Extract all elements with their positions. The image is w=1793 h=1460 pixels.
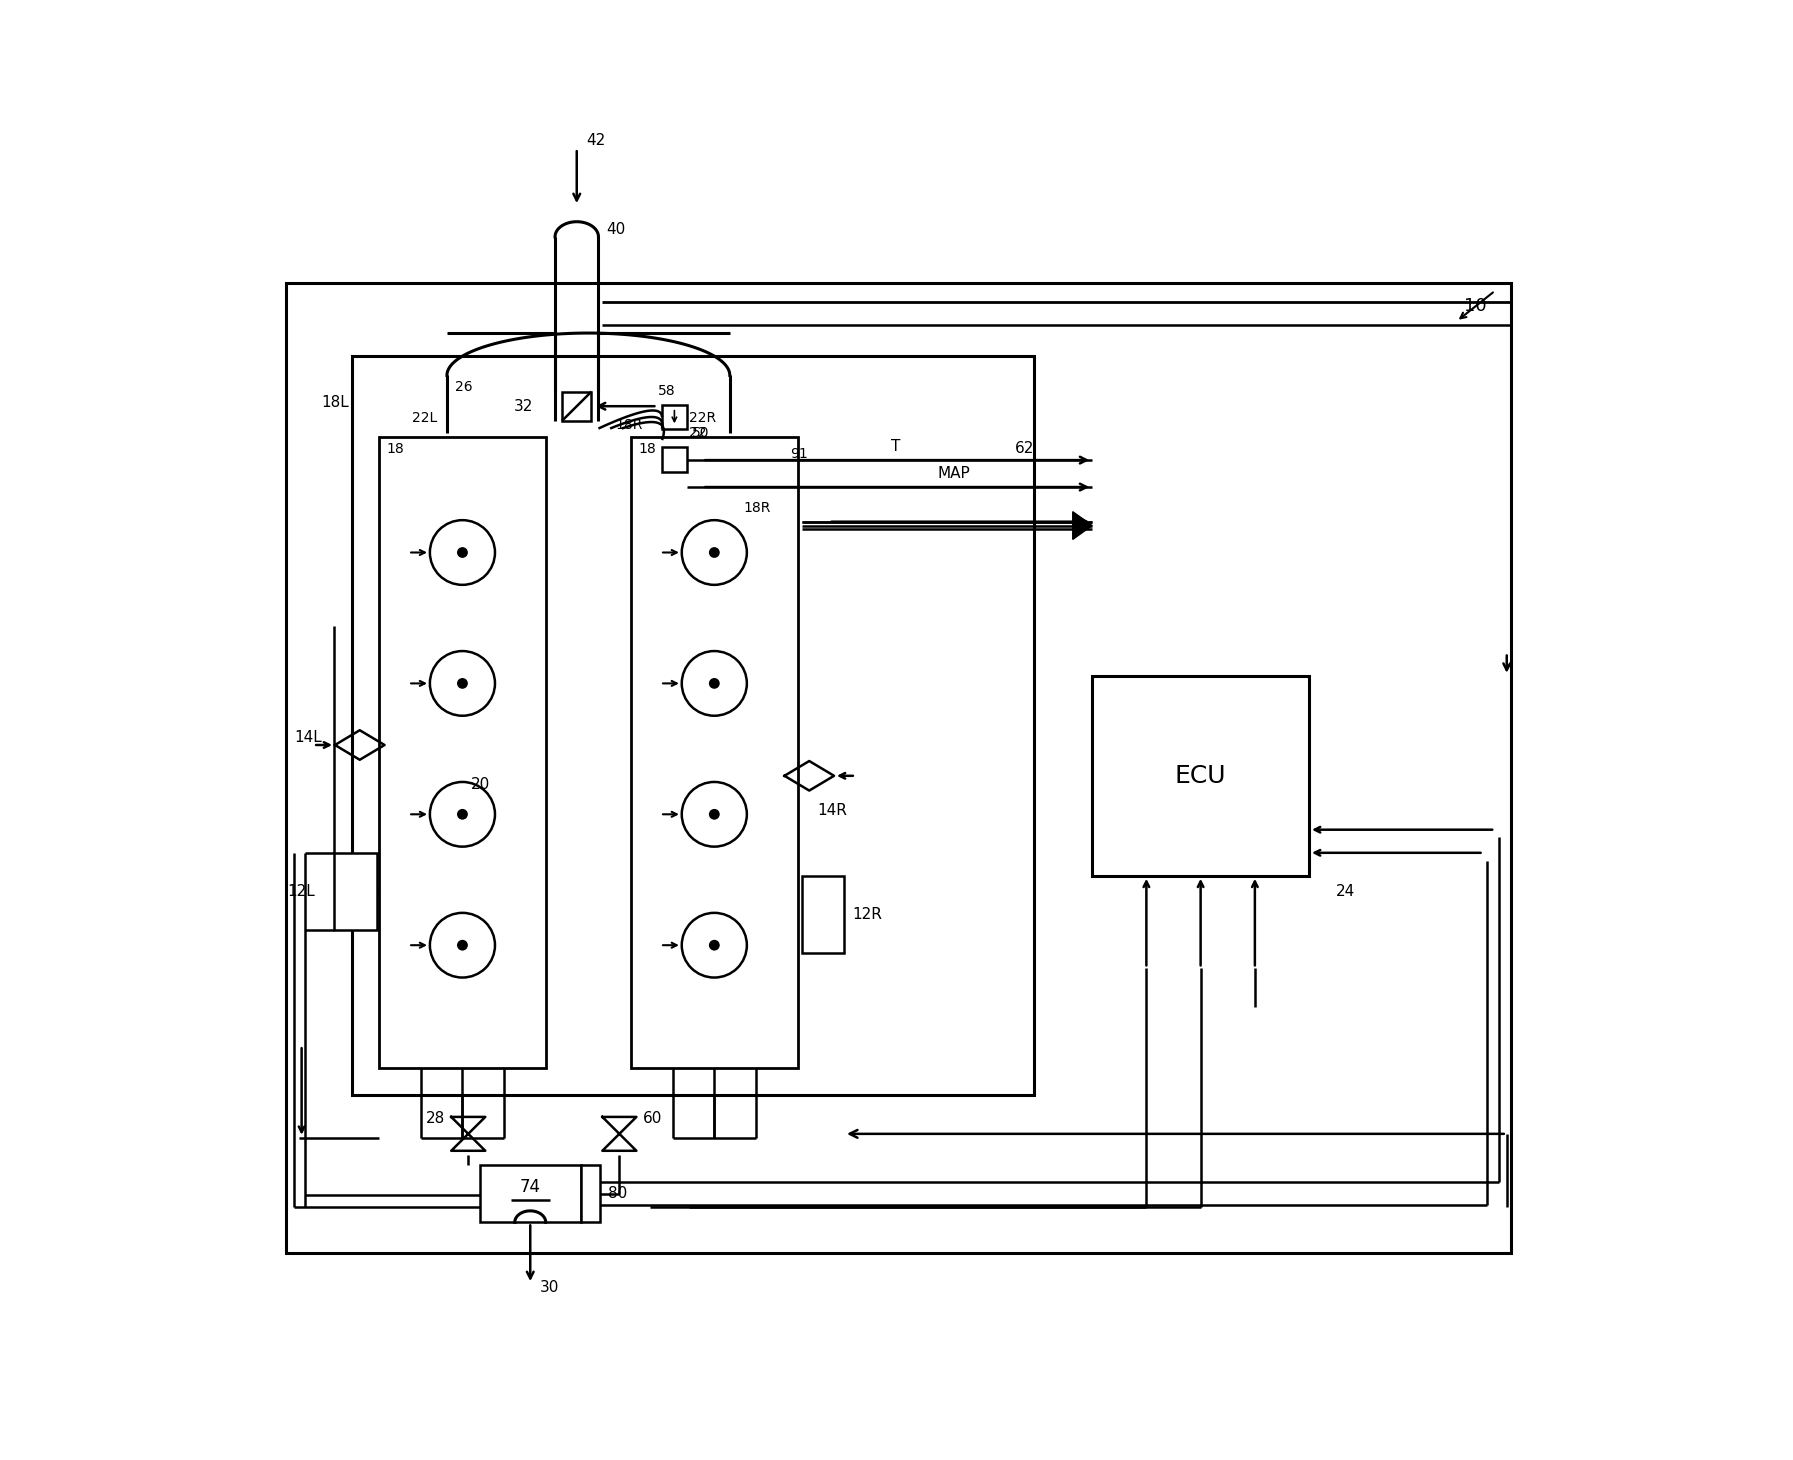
Text: ECU: ECU — [1174, 764, 1226, 788]
Bar — [581, 1165, 601, 1222]
Bar — [287, 283, 1511, 1253]
Bar — [561, 391, 592, 420]
Circle shape — [457, 809, 468, 819]
Text: 50: 50 — [692, 426, 708, 439]
Text: 24: 24 — [1336, 883, 1356, 899]
Text: 22L: 22L — [412, 410, 437, 425]
Text: 10: 10 — [1465, 296, 1486, 315]
Text: 22: 22 — [689, 426, 706, 439]
Text: 22R: 22R — [689, 410, 717, 425]
Bar — [801, 876, 845, 953]
Bar — [333, 853, 377, 930]
Text: 32: 32 — [515, 399, 533, 413]
Text: 30: 30 — [540, 1280, 559, 1295]
Bar — [481, 1165, 581, 1222]
Text: 60: 60 — [642, 1111, 662, 1126]
Text: 18: 18 — [638, 441, 656, 456]
Bar — [1092, 676, 1309, 876]
Text: 42: 42 — [586, 133, 606, 147]
Text: MAP: MAP — [938, 466, 970, 480]
Circle shape — [708, 548, 719, 558]
Bar — [378, 437, 545, 1069]
Bar — [351, 356, 1035, 1095]
Bar — [662, 447, 687, 472]
Circle shape — [457, 940, 468, 950]
Text: 20: 20 — [472, 777, 489, 791]
Text: T: T — [891, 439, 900, 454]
Bar — [631, 437, 798, 1069]
Text: 80: 80 — [608, 1186, 628, 1202]
Text: 58: 58 — [658, 384, 676, 397]
Text: 62: 62 — [1015, 441, 1035, 456]
Text: 18: 18 — [387, 441, 405, 456]
Circle shape — [708, 809, 719, 819]
Text: 26: 26 — [455, 380, 472, 394]
Text: 91: 91 — [791, 447, 807, 461]
Text: 28: 28 — [425, 1111, 445, 1126]
Text: 18R: 18R — [744, 501, 771, 515]
Text: 14L: 14L — [294, 730, 321, 745]
Text: 18L: 18L — [321, 394, 350, 410]
Circle shape — [708, 677, 719, 689]
Circle shape — [457, 548, 468, 558]
Bar — [662, 404, 687, 429]
Text: 14R: 14R — [818, 803, 846, 818]
Text: 18R: 18R — [615, 419, 644, 432]
Text: 74: 74 — [520, 1178, 541, 1196]
Text: 12R: 12R — [852, 907, 882, 921]
Text: 12L: 12L — [287, 883, 316, 899]
Text: 40: 40 — [606, 222, 626, 237]
Circle shape — [457, 677, 468, 689]
Circle shape — [708, 940, 719, 950]
Polygon shape — [1072, 511, 1092, 539]
